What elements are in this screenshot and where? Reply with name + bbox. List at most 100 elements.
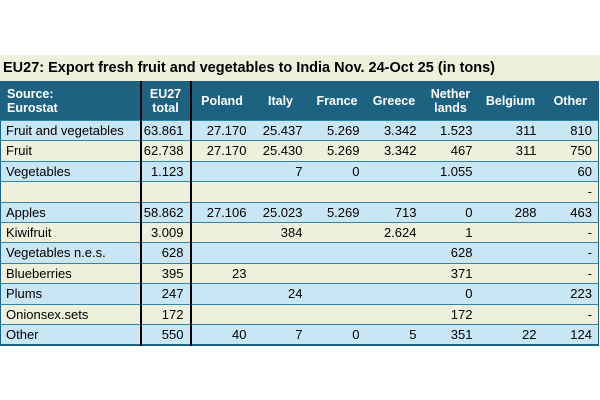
table-cell: 27.170 (190, 119, 253, 141)
table-cell: 1.523 (422, 119, 479, 141)
row-label (0, 181, 141, 203)
row-label: Blueberries (0, 262, 141, 284)
table-cell (308, 262, 366, 284)
table-cell: 311 (478, 119, 543, 141)
table-cell: 25.023 (252, 201, 309, 223)
table-cell (190, 242, 253, 264)
table-row: Vegetables n.e.s. 628 628- (0, 242, 599, 264)
table-cell: 7 (252, 160, 309, 182)
table-row: Fruit 62.738 27.170 25.430 5.269 3.342 467 311 7… (0, 140, 599, 162)
table-cell: 750 (542, 140, 599, 162)
table-cell: 288 (478, 201, 543, 223)
column-header: France (308, 81, 366, 121)
table-cell (139, 181, 192, 203)
table-cell: - (542, 181, 599, 203)
table-cell (190, 283, 253, 305)
table-cell: 172 (422, 303, 479, 325)
table-cell (308, 242, 366, 264)
table-cell (478, 222, 543, 243)
row-label: Fruit and vegetables (0, 119, 141, 141)
table-cell: 63.861 (139, 119, 192, 141)
table-cell (252, 303, 309, 325)
table-cell (308, 222, 366, 243)
table-row: Blueberries 395 23 371 - (0, 262, 599, 284)
table-row: Apples 58.862 27.106 25.023 5.269 713 0 288 463 (0, 201, 599, 223)
table-cell (308, 181, 366, 203)
table-cell (252, 242, 309, 264)
table-cell (365, 303, 423, 325)
table-cell (308, 303, 366, 325)
table-cell: 1.055 (422, 160, 479, 182)
table-cell: 25.430 (252, 140, 309, 162)
table-row: Onionsex.sets 172 172- (0, 303, 599, 325)
table-cell: 22 (478, 324, 543, 346)
table-cell: 7 (252, 324, 309, 346)
table-cell (478, 242, 543, 264)
table-cell: 810 (542, 119, 599, 141)
table-cell (478, 160, 543, 182)
table-cell: 223 (542, 283, 599, 305)
table-row: - (0, 181, 599, 203)
table-cell: 27.106 (190, 201, 253, 223)
table-cell: - (542, 242, 599, 264)
table-cell (365, 283, 423, 305)
row-label: Onionsex.sets (0, 303, 141, 325)
table-cell: 5.269 (308, 140, 366, 162)
table-cell: 0 (422, 283, 479, 305)
table-cell: 62.738 (139, 140, 192, 162)
table-cell: 24 (252, 283, 309, 305)
table-cell (252, 262, 309, 284)
table-cell: 172 (139, 303, 192, 325)
table-cell: - (542, 262, 599, 284)
column-header: Belgium (478, 81, 543, 121)
row-label: Vegetables (0, 160, 141, 182)
table-cell: 311 (478, 140, 543, 162)
table-cell: 3.342 (365, 140, 423, 162)
table-cell (190, 160, 253, 182)
table-cell: 3.009 (139, 222, 192, 243)
column-header: EU27 total (139, 81, 192, 121)
table-cell (308, 283, 366, 305)
table-cell (365, 160, 423, 182)
column-header: Greece (365, 81, 423, 121)
table-cell: 0 (308, 160, 366, 182)
table-cell: 5 (365, 324, 423, 346)
table-cell (190, 181, 253, 203)
table-cell (365, 181, 423, 203)
table-cell: 5.269 (308, 201, 366, 223)
table-row: Fruit and vegetables 63.861 27.170 25.437 5.… (0, 119, 599, 141)
table-cell: 5.269 (308, 119, 366, 141)
table-cell: - (542, 303, 599, 325)
table-cell (365, 262, 423, 284)
table-cell: 384 (252, 222, 309, 243)
export-data-table: Source: Eurostat EU27 total Poland Italy Fra… (0, 81, 599, 347)
source-header: Source: Eurostat (0, 81, 141, 121)
table-cell: 1.123 (139, 160, 192, 182)
table-cell (478, 303, 543, 325)
table-cell: 124 (542, 324, 599, 346)
table-cell: 351 (422, 324, 479, 346)
table-cell: 25.437 (252, 119, 309, 141)
table-cell (478, 283, 543, 305)
table-cell: - (542, 222, 599, 243)
table-cell (478, 181, 543, 203)
table-cell: 23 (190, 262, 253, 284)
column-header: Nether lands (422, 81, 479, 121)
table-cell: 40 (190, 324, 253, 346)
table-cell: 58.862 (139, 201, 192, 223)
row-label: Other (0, 324, 141, 346)
table-cell (422, 181, 479, 203)
table-cell: 247 (139, 283, 192, 305)
table-cell (478, 262, 543, 284)
column-header: Other (542, 81, 599, 121)
header-row: Source: Eurostat EU27 total Poland Italy Fra… (0, 81, 599, 121)
row-label: Apples (0, 201, 141, 223)
table-cell: 371 (422, 262, 479, 284)
table-row: Other 550 40 7 0 5 351 22 124 (0, 324, 599, 346)
row-label: Vegetables n.e.s. (0, 242, 141, 264)
row-label: Plums (0, 283, 141, 305)
table-cell: 628 (422, 242, 479, 264)
table-cell: 713 (365, 201, 423, 223)
table-cell: 628 (139, 242, 192, 264)
